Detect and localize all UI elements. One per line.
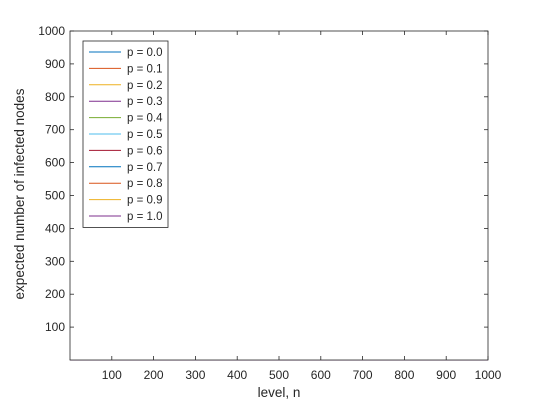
- legend-label-9: p = 0.9: [127, 195, 163, 207]
- legend-label-2: p = 0.2: [127, 80, 163, 92]
- y-tick-label: 100: [45, 320, 65, 334]
- legend-label-10: p = 1.0: [127, 211, 163, 223]
- legend-label-0: p = 0.0: [127, 47, 163, 59]
- x-tick-label: 400: [227, 368, 247, 382]
- y-tick-label: 300: [45, 254, 65, 268]
- y-tick-label: 700: [45, 123, 65, 137]
- y-tick-label: 500: [45, 189, 65, 203]
- x-tick-label: 800: [394, 368, 414, 382]
- legend-label-3: p = 0.3: [127, 96, 163, 108]
- y-tick-label: 900: [45, 57, 65, 71]
- x-tick-label: 900: [436, 368, 456, 382]
- x-tick-label: 200: [144, 368, 164, 382]
- x-tick-label: 700: [353, 368, 373, 382]
- y-tick-label: 400: [45, 221, 65, 235]
- legend-label-1: p = 0.1: [127, 63, 163, 75]
- legend-label-5: p = 0.5: [127, 129, 163, 141]
- y-tick-label: 600: [45, 156, 65, 170]
- x-axis-label: level, n: [258, 385, 301, 400]
- y-axis-label: expected number of infected nodes: [12, 88, 27, 299]
- x-tick-label: 600: [311, 368, 331, 382]
- y-tick-label: 1000: [38, 24, 65, 38]
- x-tick-label: 100: [102, 368, 122, 382]
- legend-label-8: p = 0.8: [127, 178, 163, 190]
- legend-label-4: p = 0.4: [127, 113, 163, 125]
- y-tick-label: 800: [45, 90, 65, 104]
- x-tick-label: 300: [185, 368, 205, 382]
- legend-label-6: p = 0.6: [127, 145, 163, 157]
- legend: p = 0.0 p = 0.1 p = 0.2 p = 0.3 p = 0.4 p = 0…: [82, 40, 169, 228]
- x-tick-label: 500: [269, 368, 289, 382]
- legend-label-7: p = 0.7: [127, 162, 163, 174]
- ticks-layer: 100 200 300 400 500 600 700 800 900 1000 100 200 300…: [38, 24, 501, 382]
- y-tick-label: 200: [45, 287, 65, 301]
- x-tick-label: 1000: [475, 368, 502, 382]
